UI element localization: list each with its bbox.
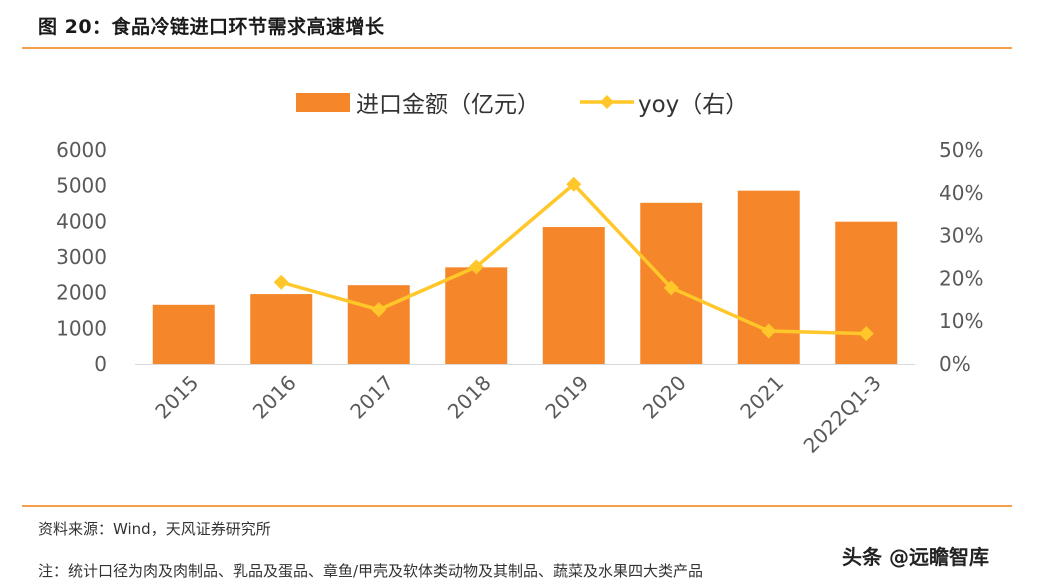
x-tick-label: 2019 [540, 371, 593, 424]
bar-2015 [152, 304, 215, 364]
yoy-point-2017 [371, 302, 387, 318]
y-right-tick-label: 40% [939, 181, 983, 205]
x-tick-label: 2022Q1-3 [799, 371, 886, 458]
y-left-tick-label: 5000 [56, 174, 107, 198]
bar-2019 [542, 227, 605, 364]
x-tick-label: 2021 [735, 371, 788, 424]
y-left-tick-label: 0 [94, 352, 107, 376]
legend-item-line: yoy（右） [580, 85, 748, 119]
yoy-point-2022Q1-3 [858, 326, 874, 342]
y-right-tick-label: 50% [939, 138, 983, 162]
x-tick-label: 2016 [248, 371, 301, 424]
legend-bar-swatch [296, 92, 350, 112]
yoy-point-2021 [761, 323, 777, 339]
yoy-point-2019 [566, 176, 582, 192]
chart-legend: 进口金额（亿元） yoy（右） [296, 86, 748, 118]
y-right-tick-label: 20% [939, 266, 983, 290]
yoy-point-2016 [273, 274, 289, 290]
x-tick-label: 2018 [443, 371, 496, 424]
watermark: 头条 @远瞻智库 [842, 545, 989, 569]
legend-line-label: yoy（右） [638, 92, 749, 118]
bottom-divider [22, 505, 1012, 507]
x-tick-label: 2015 [150, 371, 203, 424]
bar-2017 [347, 285, 410, 364]
yoy-point-2018 [468, 259, 484, 275]
top-divider [22, 47, 1012, 49]
legend-item-bar: 进口金额（亿元） [296, 85, 540, 119]
x-tick-label: 2017 [345, 371, 398, 424]
y-left-tick-label: 3000 [56, 245, 107, 269]
chart-plot-area: 0 1000 2000 3000 4000 5000 6000 0% 10% 20% 30% 40% 5… [56, 138, 983, 458]
y-left-tick-label: 6000 [56, 138, 107, 162]
y-right-tick-label: 0% [939, 352, 971, 376]
legend-line-swatch [580, 95, 634, 109]
bar-2018 [445, 267, 508, 364]
y-left-tick-label: 2000 [56, 281, 107, 305]
y-left-tick-label: 1000 [56, 316, 107, 340]
y-right-tick-label: 30% [939, 224, 983, 248]
figure-title: 图 20：食品冷链进口环节需求高速增长 [38, 16, 385, 38]
bar-2022Q1-3 [835, 221, 898, 364]
y-left-tick-label: 4000 [56, 209, 107, 233]
y-right-tick-label: 10% [939, 309, 983, 333]
legend-bar-label: 进口金额（亿元） [356, 92, 540, 118]
footnote: 注：统计口径为肉及肉制品、乳品及蛋品、章鱼/甲壳及软体类动物及其制品、蔬菜及水果… [38, 562, 704, 580]
x-tick-label: 2020 [638, 371, 691, 424]
bar-2016 [250, 294, 313, 364]
yoy-point-2020 [663, 280, 679, 296]
source-note: 资料来源：Wind，天风证券研究所 [38, 520, 271, 538]
